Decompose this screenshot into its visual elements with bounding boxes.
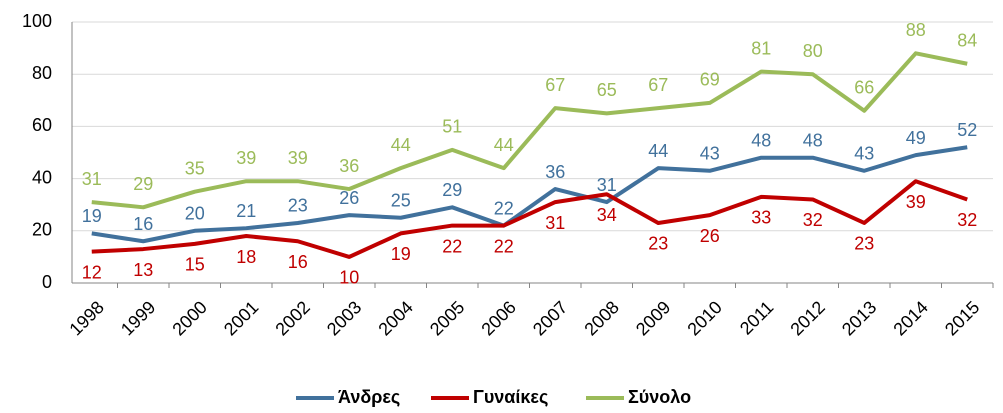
data-label: 32 [803, 210, 823, 230]
data-label: 15 [185, 255, 205, 275]
data-label: 69 [700, 70, 720, 90]
data-label: 26 [700, 226, 720, 246]
data-label: 31 [597, 175, 617, 195]
data-label: 32 [957, 210, 977, 230]
y-tick-label: 40 [32, 167, 52, 187]
y-tick-label: 0 [42, 272, 52, 292]
legend-label: Γυναίκες [473, 387, 548, 407]
x-tick-label: 2000 [168, 297, 210, 339]
x-tick-label: 2008 [580, 297, 622, 339]
data-label: 12 [82, 262, 102, 282]
data-label: 22 [494, 198, 514, 218]
x-tick-label: 2004 [374, 297, 416, 339]
data-label: 21 [236, 201, 256, 221]
data-label: 36 [545, 162, 565, 182]
x-tick-label: 2005 [426, 297, 468, 339]
data-label: 26 [339, 188, 359, 208]
data-label: 48 [751, 130, 771, 150]
data-label: 31 [82, 169, 102, 189]
x-tick-label: 2011 [736, 297, 778, 339]
data-label: 52 [957, 120, 977, 140]
data-label: 44 [494, 135, 514, 155]
data-label: 34 [597, 205, 617, 225]
data-label: 88 [906, 20, 926, 40]
data-label: 13 [133, 260, 153, 280]
data-label: 16 [133, 214, 153, 234]
data-label: 80 [803, 41, 823, 61]
x-tick-label: 2001 [220, 297, 262, 339]
data-label: 20 [185, 204, 205, 224]
data-label: 81 [751, 38, 771, 58]
data-label: 67 [545, 75, 565, 95]
data-label: 84 [957, 31, 977, 51]
series-line [91, 145, 968, 244]
y-tick-label: 80 [32, 63, 52, 83]
x-tick-label: 2007 [529, 297, 571, 339]
x-tick-label: 2002 [271, 297, 313, 339]
x-tick-label: 2014 [889, 297, 931, 339]
x-tick-label: 2006 [477, 297, 519, 339]
x-tick-label: 1999 [117, 297, 159, 339]
data-label: 44 [391, 135, 411, 155]
data-label: 43 [854, 144, 874, 164]
x-tick-label: 2015 [941, 297, 983, 339]
data-label: 48 [803, 130, 823, 150]
data-label: 22 [442, 236, 462, 256]
data-label: 67 [648, 75, 668, 95]
data-label: 33 [751, 208, 771, 228]
y-tick-label: 20 [32, 220, 52, 240]
x-tick-label: 2010 [683, 297, 725, 339]
data-label: 39 [906, 192, 926, 212]
data-label: 43 [700, 144, 720, 164]
data-label: 39 [288, 148, 308, 168]
x-tick-label: 2013 [838, 297, 880, 339]
data-label: 22 [494, 236, 514, 256]
data-label: 36 [339, 156, 359, 176]
x-tick-label: 2012 [786, 297, 828, 339]
y-tick-label: 60 [32, 115, 52, 135]
series-line [91, 179, 968, 259]
data-label: 18 [236, 247, 256, 267]
data-label: 23 [288, 196, 308, 216]
x-tick-label: 2003 [323, 297, 365, 339]
legend-label: Σύνολο [628, 387, 691, 407]
data-label: 29 [133, 174, 153, 194]
data-label: 29 [442, 180, 462, 200]
data-label: 44 [648, 141, 668, 161]
data-label: 51 [442, 117, 462, 137]
data-label: 31 [545, 213, 565, 233]
data-label: 10 [339, 268, 359, 288]
x-tick-label: 2009 [632, 297, 674, 339]
data-label: 66 [854, 77, 874, 97]
data-label: 39 [236, 148, 256, 168]
data-label: 19 [391, 244, 411, 264]
data-label: 16 [288, 252, 308, 272]
data-label: 19 [82, 206, 102, 226]
data-label: 23 [854, 234, 874, 254]
data-label: 49 [906, 128, 926, 148]
data-label: 23 [648, 234, 668, 254]
data-label: 25 [391, 191, 411, 211]
legend-label: Άνδρες [338, 387, 400, 407]
series-line [91, 51, 968, 210]
data-label: 65 [597, 80, 617, 100]
y-tick-label: 100 [22, 11, 52, 31]
data-label: 35 [185, 158, 205, 178]
x-tick-label: 1998 [65, 297, 107, 339]
